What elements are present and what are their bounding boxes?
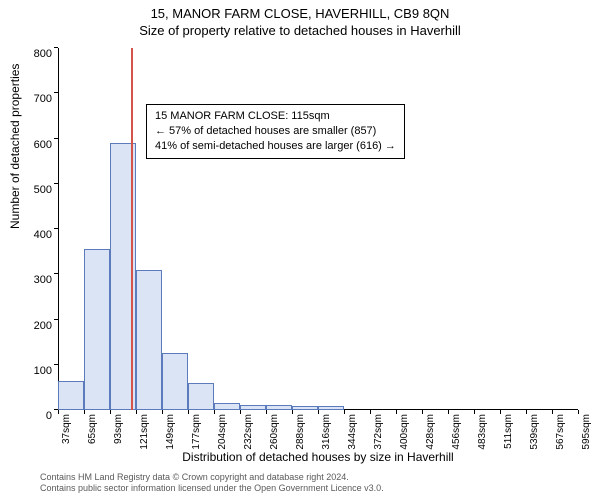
- x-tick-mark: [422, 410, 423, 414]
- x-tick-label: 93sqm: [113, 414, 124, 444]
- attribution-footer: Contains HM Land Registry data © Crown c…: [40, 472, 384, 494]
- histogram-bar: [162, 353, 188, 410]
- x-tick-mark: [370, 410, 371, 414]
- x-tick-mark: [578, 410, 579, 414]
- x-tick-label: 260sqm: [269, 414, 280, 450]
- x-tick-label: 288sqm: [295, 414, 306, 450]
- histogram-bar: [214, 403, 240, 410]
- x-tick-label: 204sqm: [217, 414, 228, 450]
- x-tick-label: 65sqm: [87, 414, 98, 444]
- x-tick-label: 344sqm: [347, 414, 358, 450]
- x-tick-label: 400sqm: [399, 414, 410, 450]
- chart-plot-area: 15 MANOR FARM CLOSE: 115sqm ← 57% of det…: [58, 48, 578, 410]
- y-axis: 0100200300400500600700800: [0, 48, 58, 410]
- y-tick-label: 100: [34, 365, 52, 377]
- x-tick-mark: [500, 410, 501, 414]
- info-line-smaller: ← 57% of detached houses are smaller (85…: [155, 124, 396, 139]
- x-tick-label: 177sqm: [191, 414, 202, 450]
- x-tick-mark: [344, 410, 345, 414]
- x-tick-label: 121sqm: [139, 414, 150, 450]
- footer-line-1: Contains HM Land Registry data © Crown c…: [40, 472, 384, 483]
- histogram-bars: [58, 48, 578, 410]
- info-annotation-box: 15 MANOR FARM CLOSE: 115sqm ← 57% of det…: [146, 104, 405, 159]
- x-tick-label: 232sqm: [243, 414, 254, 450]
- y-tick-label: 0: [46, 410, 52, 422]
- x-tick-label: 567sqm: [555, 414, 566, 450]
- histogram-bar: [136, 270, 162, 410]
- info-line-property: 15 MANOR FARM CLOSE: 115sqm: [155, 109, 396, 124]
- x-tick-label: 456sqm: [451, 414, 462, 450]
- y-tick-label: 300: [34, 274, 52, 286]
- x-tick-label: 483sqm: [477, 414, 488, 450]
- x-tick-label: 372sqm: [373, 414, 384, 450]
- x-tick-mark: [84, 410, 85, 414]
- x-tick-mark: [318, 410, 319, 414]
- page-title: 15, MANOR FARM CLOSE, HAVERHILL, CB9 8QN: [0, 0, 600, 21]
- x-tick-label: 149sqm: [165, 414, 176, 450]
- x-tick-label: 428sqm: [425, 414, 436, 450]
- x-tick-mark: [162, 410, 163, 414]
- histogram-bar: [58, 381, 84, 410]
- x-tick-label: 539sqm: [529, 414, 540, 450]
- x-tick-mark: [474, 410, 475, 414]
- x-tick-label: 511sqm: [503, 414, 514, 449]
- x-tick-mark: [240, 410, 241, 414]
- x-tick-mark: [292, 410, 293, 414]
- y-tick-label: 500: [34, 184, 52, 196]
- x-tick-mark: [526, 410, 527, 414]
- x-tick-mark: [448, 410, 449, 414]
- footer-line-2: Contains public sector information licen…: [40, 483, 384, 494]
- x-tick-mark: [188, 410, 189, 414]
- x-tick-mark: [136, 410, 137, 414]
- y-tick-label: 200: [34, 320, 52, 332]
- x-axis-label: Distribution of detached houses by size …: [58, 450, 578, 464]
- y-tick-label: 400: [34, 229, 52, 241]
- x-tick-mark: [58, 410, 59, 414]
- x-tick-label: 595sqm: [581, 414, 592, 450]
- x-tick-mark: [110, 410, 111, 414]
- histogram-bar: [188, 383, 214, 410]
- property-marker-line: [131, 48, 133, 410]
- x-tick-label: 316sqm: [321, 414, 332, 450]
- histogram-bar: [84, 249, 110, 410]
- x-tick-mark: [266, 410, 267, 414]
- info-line-larger: 41% of semi-detached houses are larger (…: [155, 139, 396, 154]
- x-tick-mark: [214, 410, 215, 414]
- y-tick-label: 800: [34, 48, 52, 60]
- page-subtitle: Size of property relative to detached ho…: [0, 21, 600, 38]
- x-tick-mark: [396, 410, 397, 414]
- x-tick-label: 37sqm: [61, 414, 72, 444]
- x-tick-mark: [552, 410, 553, 414]
- y-tick-label: 700: [34, 93, 52, 105]
- y-tick-label: 600: [34, 139, 52, 151]
